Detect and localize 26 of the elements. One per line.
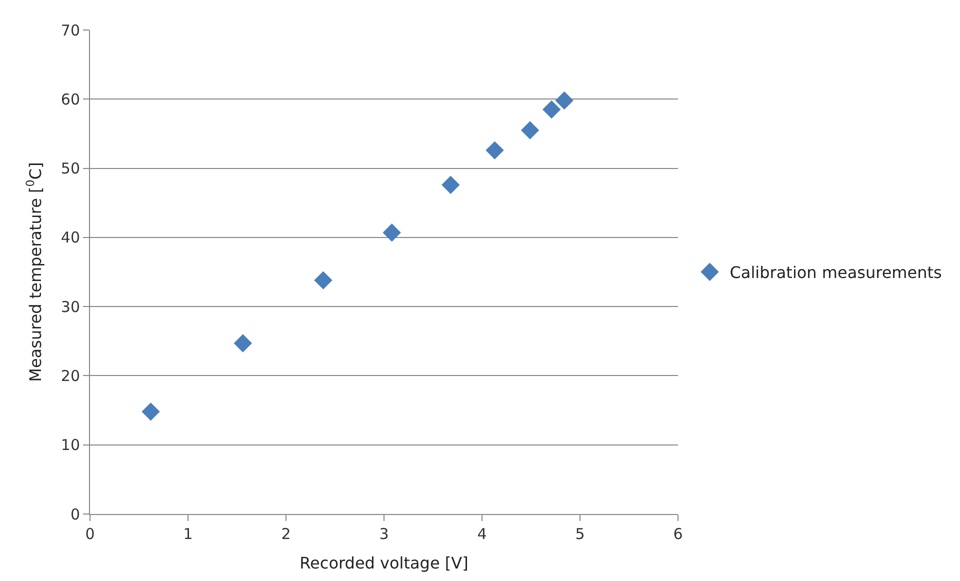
y-tick-label: 0 [70,505,80,524]
x-tick-label: 6 [673,525,683,543]
y-tick-label: 40 [60,228,80,247]
point [314,271,332,290]
point [442,176,460,194]
y-tick-label: 70 [60,21,80,40]
point [142,402,160,421]
x-tick-label: 0 [85,525,95,543]
y-tick-label: 20 [60,366,80,385]
x-tick-label: 1 [183,525,193,543]
point [542,100,561,119]
legend-label: Calibration measurements [730,263,942,282]
y-tick-label: 50 [60,160,80,178]
point [486,141,504,160]
y-tick-label: 30 [60,298,80,316]
x-axis-title: Recorded voltage [V] [300,554,468,573]
x-tick-label: 5 [575,525,585,543]
y-tick-label: 10 [60,436,80,454]
y-tick-label: 60 [60,90,80,108]
x-tick-label: 3 [379,525,389,543]
point [555,91,574,110]
x-tick-label: 2 [281,525,291,543]
point [234,334,252,352]
point [382,223,401,242]
x-tick-label: 4 [477,525,487,543]
point [520,121,540,140]
